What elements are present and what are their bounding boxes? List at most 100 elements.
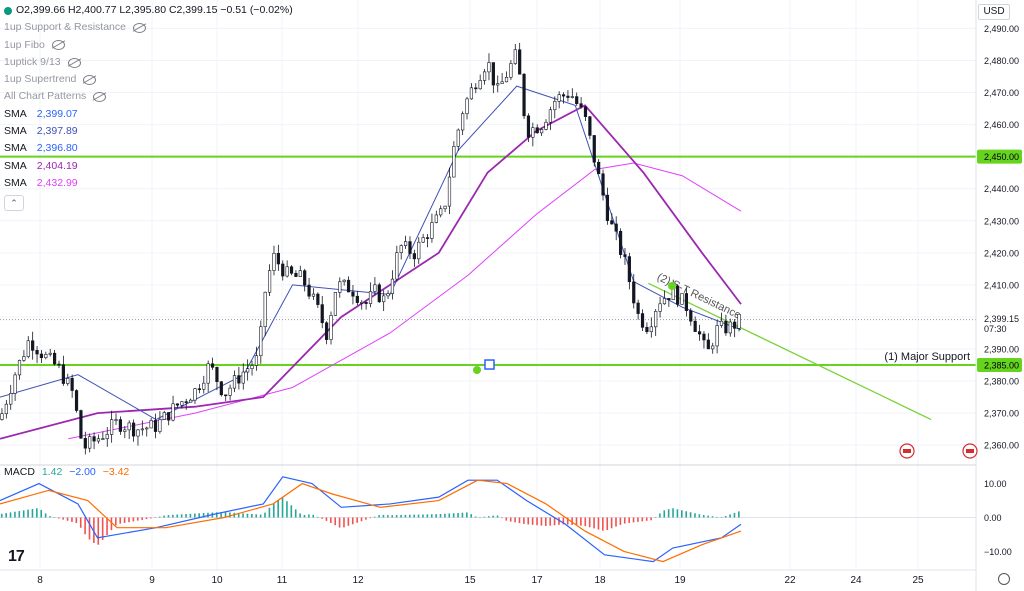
candle-body	[601, 173, 605, 196]
macd-histogram-bar	[650, 517, 652, 521]
indicator-0[interactable]: 1up Support & Resistance	[4, 19, 293, 36]
macd-histogram-bar	[141, 517, 143, 520]
macd-histogram-bar	[623, 517, 626, 524]
macd-histogram-bar	[330, 517, 332, 523]
candle-body	[241, 371, 245, 384]
indicator-1[interactable]: 1up Fibo	[4, 37, 293, 54]
candle-body	[623, 254, 627, 257]
macd-histogram-bar	[514, 517, 516, 523]
macd-histogram-bar	[84, 517, 86, 535]
candle-body	[346, 279, 351, 293]
macd-histogram-bar	[299, 513, 301, 518]
sma-value: 2,399.07	[36, 107, 78, 120]
candle-body	[693, 320, 697, 332]
sma-row-2[interactable]: SMA 2,396.80	[4, 140, 293, 157]
eye-off-icon[interactable]	[67, 57, 81, 68]
macd-histogram-bar	[729, 514, 731, 518]
macd-signal-value: −3.42	[102, 466, 130, 478]
macd-histogram-bar	[571, 517, 573, 525]
macd-histogram-bar	[566, 517, 569, 525]
time-tick-label: 25	[912, 575, 924, 586]
collapse-legend-button[interactable]: ⌃	[4, 195, 24, 212]
candle-body	[325, 322, 329, 340]
macd-histogram-bar	[53, 517, 56, 518]
candle-body	[421, 237, 425, 243]
macd-histogram-bar	[215, 512, 218, 518]
macd-histogram-bar	[272, 503, 275, 518]
macd-histogram-bar	[71, 517, 73, 522]
macd-histogram-bar	[689, 512, 692, 518]
candle-body	[711, 345, 715, 350]
macd-histogram-bar	[18, 511, 21, 518]
eye-off-icon[interactable]	[83, 74, 97, 85]
macd-histogram-bar	[720, 517, 723, 518]
macd-histogram-bar	[457, 512, 459, 518]
macd-histogram-bar	[246, 513, 249, 518]
candle-body	[579, 103, 583, 108]
candle-body	[518, 49, 522, 75]
candle-body	[715, 325, 719, 347]
candle-body	[158, 419, 162, 432]
macd-histogram-bar	[466, 512, 468, 518]
chart-legend: O2,399.66 H2,400.77 L2,395.80 C2,399.15 …	[4, 2, 293, 212]
sma-row-4[interactable]: SMA 2,432.99	[4, 175, 293, 192]
macd-tick-label: 0.00	[984, 513, 1002, 523]
eye-off-icon[interactable]	[51, 40, 65, 51]
current-price-badge-text: 2,399.15	[984, 314, 1019, 324]
eye-off-icon[interactable]	[133, 22, 146, 33]
candle-body	[26, 340, 30, 357]
macd-histogram-bar	[694, 513, 696, 518]
candle-body	[202, 382, 206, 390]
candle-body	[162, 412, 166, 420]
currency-button[interactable]: USD	[978, 4, 1010, 20]
candle-body	[74, 390, 79, 411]
candle-body	[478, 80, 482, 90]
macd-histogram-bar	[667, 509, 670, 518]
macd-histogram-bar	[483, 516, 486, 518]
candle-body	[662, 298, 667, 305]
candle-body	[482, 71, 487, 81]
indicator-3[interactable]: 1up Supertrend	[4, 71, 293, 88]
sma-row-3[interactable]: SMA 2,404.19	[4, 158, 293, 175]
macd-histogram-bar	[400, 514, 402, 518]
candle-body	[465, 98, 469, 115]
signal-marker-icon	[668, 282, 676, 290]
candle-body	[145, 427, 149, 430]
candle-body	[430, 222, 434, 239]
candle-body	[88, 436, 92, 449]
macd-histogram-bar	[194, 513, 196, 518]
macd-histogram-bar	[264, 512, 266, 518]
sma-value: 2,396.80	[36, 142, 78, 155]
gear-icon[interactable]	[998, 573, 1010, 585]
candle-body	[70, 378, 74, 391]
sma-label: SMA	[4, 142, 27, 155]
macd-histogram-value: 1.42	[41, 466, 63, 478]
macd-histogram-bar	[79, 517, 82, 528]
sma-row-0[interactable]: SMA 2,399.07	[4, 106, 293, 123]
macd-histogram-bar	[738, 511, 740, 518]
macd-histogram-bar	[422, 514, 424, 518]
macd-histogram-bar	[685, 511, 687, 518]
candle-body	[289, 266, 294, 274]
indicator-4[interactable]: All Chart Patterns	[4, 88, 293, 105]
candle-body	[52, 352, 57, 365]
macd-histogram-bar	[637, 517, 639, 522]
macd-histogram-bar	[229, 512, 231, 518]
candle-body	[140, 428, 144, 431]
candle-body	[676, 285, 680, 305]
macd-histogram-bar	[351, 517, 354, 525]
macd-histogram-bar	[439, 513, 442, 518]
sma-row-1[interactable]: SMA 2,397.89	[4, 123, 293, 140]
macd-histogram-bar	[128, 517, 130, 523]
eye-off-icon[interactable]	[93, 92, 107, 103]
candle-body	[368, 291, 373, 304]
macd-histogram-bar	[268, 507, 271, 518]
price-tick-label: 2,490.00	[984, 24, 1019, 34]
macd-histogram-bar	[417, 514, 420, 518]
macd-histogram-bar	[286, 501, 288, 518]
candle-body	[469, 87, 474, 100]
candle-body	[263, 291, 267, 328]
candle-body	[333, 292, 338, 316]
indicator-2[interactable]: 1uptick 9/13	[4, 54, 293, 71]
